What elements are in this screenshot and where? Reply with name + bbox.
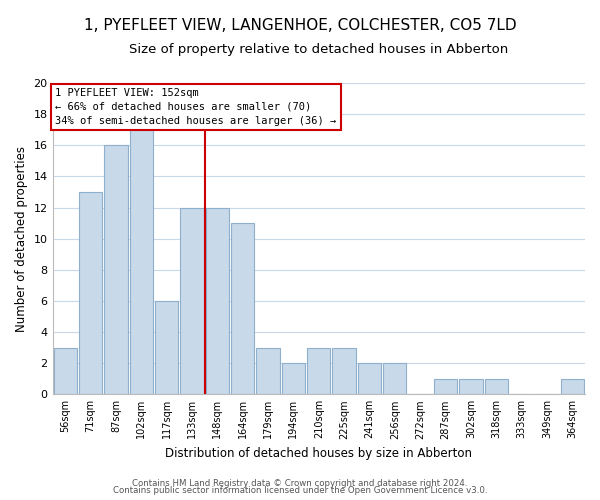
Bar xyxy=(206,208,229,394)
Bar xyxy=(53,348,77,395)
Bar xyxy=(181,208,203,394)
Bar xyxy=(307,348,331,395)
Bar xyxy=(332,348,356,395)
Bar xyxy=(155,301,178,394)
Bar xyxy=(560,378,584,394)
Bar xyxy=(383,363,406,394)
X-axis label: Distribution of detached houses by size in Abberton: Distribution of detached houses by size … xyxy=(165,447,472,460)
Bar xyxy=(79,192,102,394)
Y-axis label: Number of detached properties: Number of detached properties xyxy=(15,146,28,332)
Text: 1, PYEFLEET VIEW, LANGENHOE, COLCHESTER, CO5 7LD: 1, PYEFLEET VIEW, LANGENHOE, COLCHESTER,… xyxy=(83,18,517,32)
Bar xyxy=(104,146,128,394)
Bar xyxy=(358,363,381,394)
Bar xyxy=(231,223,254,394)
Bar xyxy=(434,378,457,394)
Bar xyxy=(130,130,153,394)
Title: Size of property relative to detached houses in Abberton: Size of property relative to detached ho… xyxy=(129,42,508,56)
Bar xyxy=(256,348,280,395)
Bar xyxy=(459,378,482,394)
Text: Contains public sector information licensed under the Open Government Licence v3: Contains public sector information licen… xyxy=(113,486,487,495)
Text: Contains HM Land Registry data © Crown copyright and database right 2024.: Contains HM Land Registry data © Crown c… xyxy=(132,478,468,488)
Bar xyxy=(485,378,508,394)
Bar xyxy=(282,363,305,394)
Text: 1 PYEFLEET VIEW: 152sqm
← 66% of detached houses are smaller (70)
34% of semi-de: 1 PYEFLEET VIEW: 152sqm ← 66% of detache… xyxy=(55,88,337,126)
